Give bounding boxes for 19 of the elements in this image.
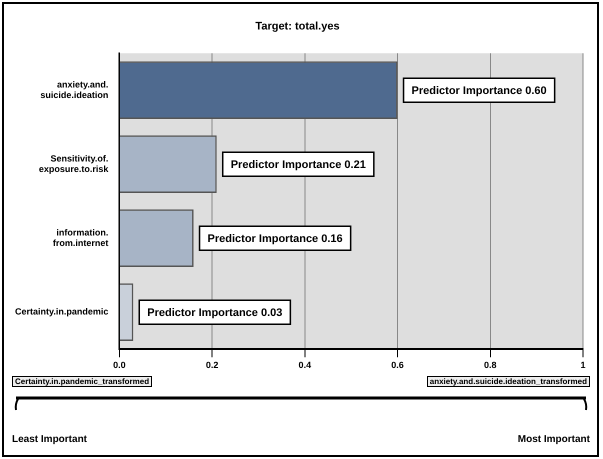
y-tick-label: Sensitivity.of.exposure.to.risk: [38, 153, 110, 174]
x-tick-label: 0.8: [484, 360, 497, 370]
data-label: Predictor Importance 0.21: [230, 159, 366, 172]
text: Most Important: [518, 434, 590, 445]
y-tick-label: Certainty.in.pandemic: [14, 306, 108, 317]
x-tick-label: 0.4: [298, 360, 312, 370]
y-tick-label: information.from.internet: [52, 227, 108, 248]
y-tick-label: anxiety.and.suicide.ideation: [40, 79, 108, 100]
x-tick-label: 0.6: [391, 360, 404, 370]
data-label: Predictor Importance 0.03: [147, 307, 282, 320]
x-tick-label: 0.2: [206, 360, 218, 370]
text: anxiety.and.suicide.ideation_transformed: [426, 376, 590, 387]
data-label: Predictor Importance 0.60: [412, 85, 547, 98]
data-label: Predictor Importance 0.16: [208, 233, 343, 246]
chart-title: Target: total.yes: [255, 20, 340, 33]
x-tick-label: 1: [580, 360, 586, 370]
x-tick-label: 0.0: [113, 360, 126, 370]
text: Least Important: [12, 434, 88, 445]
text: Certainty.in.pandemic_transformed: [12, 376, 152, 387]
